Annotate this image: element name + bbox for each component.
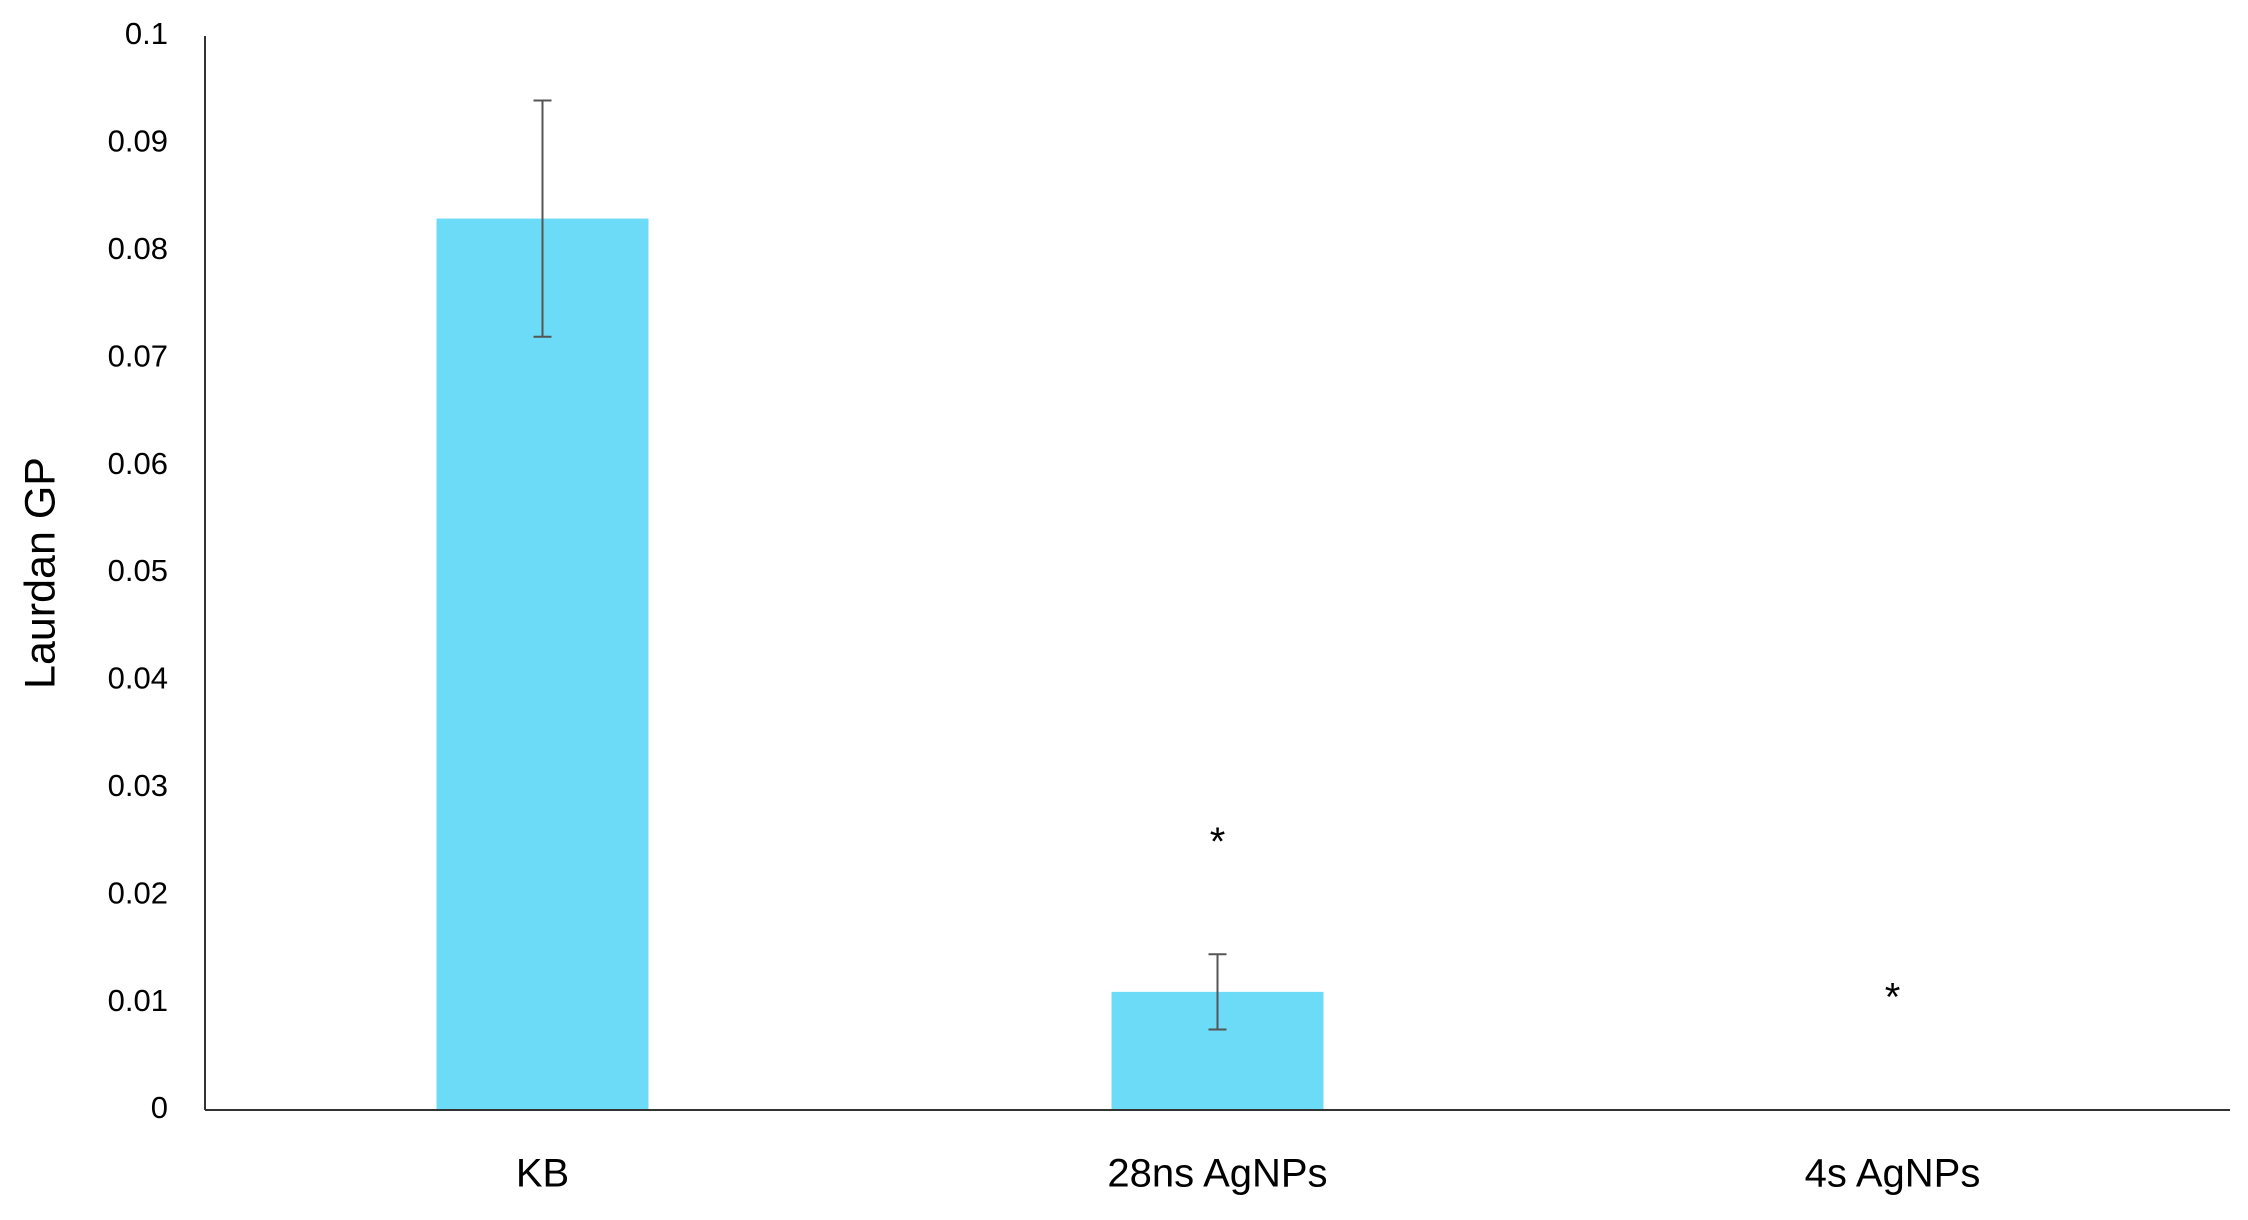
y-tick-label: 0.02	[108, 875, 168, 910]
bar	[436, 218, 649, 1110]
x-tick-label: KB	[516, 1152, 569, 1196]
error-bar	[533, 99, 552, 338]
x-tick-label: 28ns AgNPs	[1107, 1152, 1327, 1196]
y-tick-label: 0.03	[108, 768, 168, 803]
significance-marker: *	[1210, 820, 1226, 864]
y-tick-label: 0.04	[108, 661, 168, 696]
y-tick-label: 0.06	[108, 446, 168, 481]
y-tick-label: 0.05	[108, 553, 168, 588]
significance-marker: *	[1885, 976, 1901, 1020]
y-tick-label: 0.08	[108, 231, 168, 266]
y-tick-label: 0.07	[108, 338, 168, 373]
y-axis-label: Laurdan GP	[16, 457, 64, 689]
y-tick-label: 0.01	[108, 983, 168, 1018]
error-bar	[1208, 953, 1227, 1031]
y-tick-label: 0.09	[108, 124, 168, 159]
y-tick-label: 0.1	[125, 16, 168, 51]
x-tick-label: 4s AgNPs	[1805, 1152, 1981, 1196]
y-tick-label: 0	[151, 1090, 168, 1125]
